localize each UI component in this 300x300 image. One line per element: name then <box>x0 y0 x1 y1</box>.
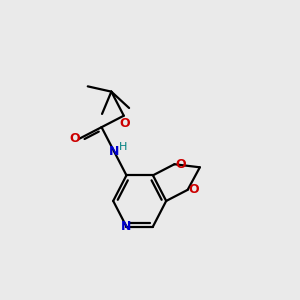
Text: O: O <box>176 158 186 171</box>
Text: H: H <box>119 142 127 152</box>
Text: O: O <box>119 117 130 130</box>
Text: N: N <box>121 220 131 233</box>
Text: O: O <box>189 183 200 196</box>
Text: N: N <box>109 145 119 158</box>
Text: O: O <box>70 132 80 145</box>
